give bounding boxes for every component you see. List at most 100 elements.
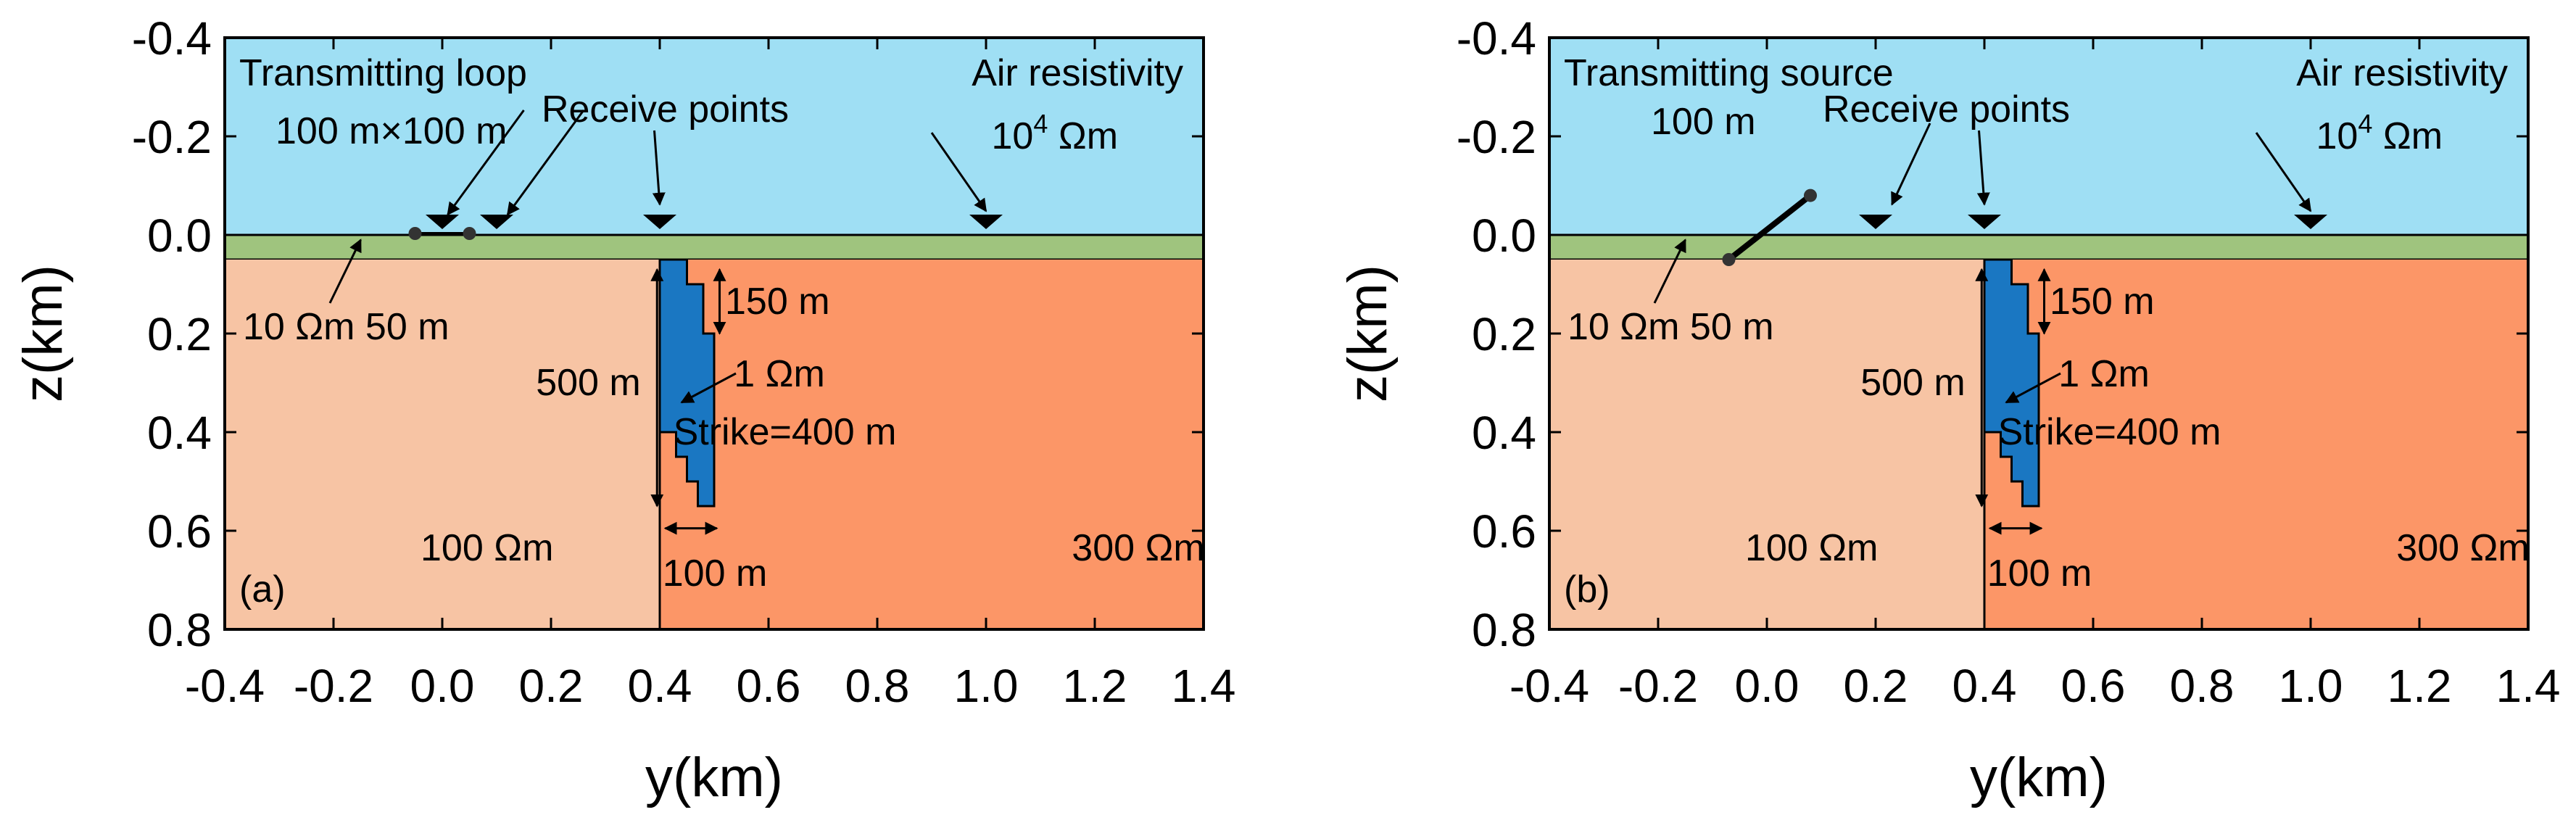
air-resistivity-title: Air resistivity xyxy=(2296,52,2508,94)
air-resistivity-value: 104 Ωm xyxy=(2316,109,2443,157)
source-endpoint xyxy=(1804,189,1817,202)
x-tick-label: 0.0 xyxy=(410,660,475,712)
air-layer xyxy=(225,38,1204,235)
host-left-label: 100 Ωm xyxy=(421,527,553,569)
overburden-layer xyxy=(1548,233,2530,261)
air-value-unit: Ωm xyxy=(2372,115,2443,157)
transmitting-source xyxy=(1727,193,1813,262)
y-tick-label: 0.0 xyxy=(1472,210,1536,262)
host-left-label: 100 Ωm xyxy=(1745,527,1878,569)
x-tick-label: 1.4 xyxy=(1172,660,1236,712)
overburden-label: 10 Ωm 50 m xyxy=(1567,306,1774,348)
panel-label: (a) xyxy=(239,568,286,611)
y-tick-label: 0.2 xyxy=(1472,308,1536,360)
x-tick-label: -0.4 xyxy=(185,660,265,712)
receiver-marker xyxy=(643,215,676,229)
x-tick-label: 0.6 xyxy=(737,660,801,712)
x-tick-label: 0.0 xyxy=(1735,660,1800,712)
receiver-marker xyxy=(1968,215,2001,229)
x-tick-label: 1.2 xyxy=(1063,660,1127,712)
x-axis-label: y(km) xyxy=(1970,747,2108,808)
overburden-label: 10 Ωm 50 m xyxy=(243,306,450,348)
receiver-marker xyxy=(2294,215,2327,229)
depth-extent-label: 500 m xyxy=(1860,362,1966,404)
panel-label: (b) xyxy=(1564,568,1610,611)
host-right-label: 300 Ωm xyxy=(2396,527,2529,569)
target-arrow xyxy=(2005,372,2061,404)
air-arrow xyxy=(930,132,987,212)
receiver-marker xyxy=(426,215,459,229)
source-title: Transmitting source xyxy=(1564,52,1894,94)
receiver-arrow xyxy=(1891,123,1931,206)
y-axis-label: z(km) xyxy=(12,265,74,402)
x-tick-label: 0.4 xyxy=(1952,660,2017,712)
y-tick-label: 0.8 xyxy=(147,604,212,656)
overburden-layer xyxy=(223,233,1205,261)
host-right-region xyxy=(1984,260,2528,629)
depth-extent-label: 500 m xyxy=(536,362,641,404)
target-resistivity-label: 1 Ωm xyxy=(2058,353,2150,395)
panel-a: -0.4 -0.2 0.0 0.2 0.4 0.6 0.8 1.0 1.2 1.4 -0.4 -0.2… xyxy=(12,12,1235,808)
x-tick-label: -0.4 xyxy=(1509,660,1589,712)
receive-points-label: Receive points xyxy=(542,88,789,131)
receiver-arrow xyxy=(1976,130,1990,206)
y-tick-label: 0.6 xyxy=(1472,505,1536,558)
y-tick-label: 0.0 xyxy=(147,210,212,262)
y-tick-label: -0.2 xyxy=(1457,111,1536,163)
source-size: 100 m xyxy=(1651,101,1756,143)
host-right-region xyxy=(660,260,1204,629)
panel-b: -0.4 -0.2 0.0 0.2 0.4 0.6 0.8 1.0 1.2 1.4 -0.4 -0.2… xyxy=(1337,12,2560,808)
depth-top-label: 150 m xyxy=(725,281,830,323)
air-value-base: 10 xyxy=(992,115,1034,157)
host-right-label: 300 Ωm xyxy=(1072,527,1204,569)
width-label: 100 m xyxy=(663,552,768,595)
x-tick-label: 1.0 xyxy=(2279,660,2343,712)
receiver-arrow xyxy=(506,109,585,216)
overburden-arrow xyxy=(1653,239,1686,304)
receiver-arrow xyxy=(447,109,525,216)
width-label: 100 m xyxy=(1987,552,2092,595)
source-size: 100 m×100 m xyxy=(276,110,507,152)
receiver-marker xyxy=(969,215,1003,229)
receiver-marker xyxy=(1859,215,1892,229)
air-resistivity-title: Air resistivity xyxy=(972,52,1183,94)
x-tick-label: 0.8 xyxy=(2170,660,2235,712)
loop-endpoint xyxy=(463,227,476,240)
target-body xyxy=(1983,258,2040,508)
y-tick-label: 0.4 xyxy=(1472,407,1536,459)
air-value-exponent: 4 xyxy=(2358,109,2372,138)
y-tick-label: 0.4 xyxy=(147,407,212,459)
y-tick-label: -0.2 xyxy=(132,111,212,163)
air-resistivity-value: 104 Ωm xyxy=(992,109,1119,157)
x-tick-label: 1.2 xyxy=(2387,660,2452,712)
host-left-region xyxy=(225,260,660,629)
strike-label: Strike=400 m xyxy=(1998,411,2221,453)
source-title: Transmitting loop xyxy=(239,52,527,94)
air-value-unit: Ωm xyxy=(1048,115,1118,157)
y-axis-label: z(km) xyxy=(1337,265,1399,402)
x-tick-label: 0.6 xyxy=(2061,660,2126,712)
y-tick-label: 0.8 xyxy=(1472,604,1536,656)
source-endpoint xyxy=(1722,253,1736,266)
target-arrow xyxy=(680,372,737,404)
air-value-exponent: 4 xyxy=(1033,109,1048,138)
target-resistivity-label: 1 Ωm xyxy=(734,353,825,395)
x-tick-label: -0.2 xyxy=(294,660,373,712)
target-body xyxy=(658,258,716,508)
y-tick-label: -0.4 xyxy=(132,12,212,65)
loop-endpoint xyxy=(408,227,422,240)
air-layer xyxy=(1549,38,2528,235)
air-arrow xyxy=(2255,132,2312,212)
air-value-base: 10 xyxy=(2316,115,2358,157)
x-axis-label: y(km) xyxy=(645,747,783,808)
x-tick-label: 0.2 xyxy=(519,660,584,712)
y-tick-label: -0.4 xyxy=(1457,12,1536,65)
strike-label: Strike=400 m xyxy=(674,411,897,453)
depth-top-label: 150 m xyxy=(2050,281,2155,323)
x-tick-label: -0.2 xyxy=(1618,660,1698,712)
x-tick-label: 0.8 xyxy=(845,660,910,712)
receiver-arrow xyxy=(652,130,666,206)
y-tick-label: 0.6 xyxy=(147,505,212,558)
overburden-arrow xyxy=(328,239,362,304)
